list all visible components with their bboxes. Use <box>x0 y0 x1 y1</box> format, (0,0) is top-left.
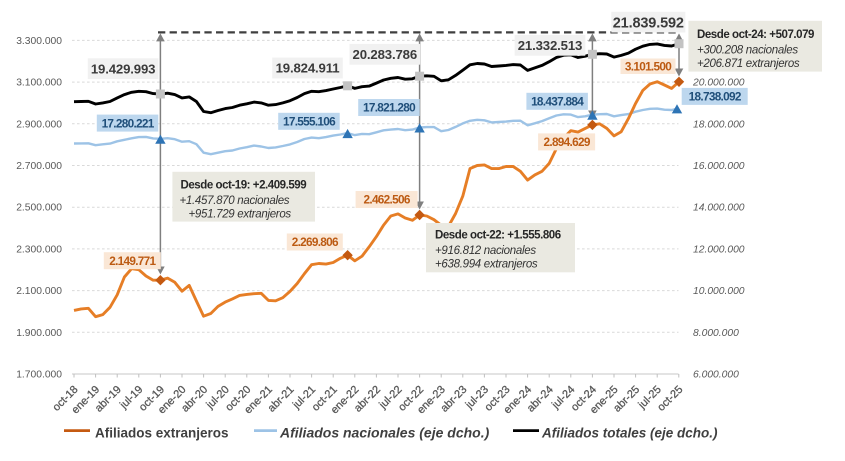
svg-text:17.280.221: 17.280.221 <box>102 116 155 130</box>
svg-text:3.101.500: 3.101.500 <box>625 60 672 74</box>
svg-text:21.839.592: 21.839.592 <box>613 15 684 31</box>
svg-text:1.900.000: 1.900.000 <box>16 328 62 339</box>
svg-text:+638.994 extranjeros: +638.994 extranjeros <box>435 259 538 271</box>
svg-text:20.000.000: 20.000.000 <box>692 78 745 89</box>
svg-text:+951.729 extranjeros: +951.729 extranjeros <box>189 209 292 221</box>
svg-text:14.000.000: 14.000.000 <box>693 203 745 214</box>
svg-text:17.555.106: 17.555.106 <box>283 115 336 129</box>
svg-text:6.000.000: 6.000.000 <box>693 370 739 381</box>
svg-text:18.000.000: 18.000.000 <box>693 119 745 130</box>
svg-text:21.332.513: 21.332.513 <box>518 38 583 53</box>
svg-text:19.429.993: 19.429.993 <box>91 61 156 76</box>
svg-text:8.000.000: 8.000.000 <box>693 328 739 339</box>
svg-text:Desde oct-22: +1.555.806: Desde oct-22: +1.555.806 <box>435 229 561 241</box>
svg-text:2.700.000: 2.700.000 <box>16 161 62 172</box>
svg-text:2.100.000: 2.100.000 <box>16 286 62 297</box>
svg-text:10.000.000: 10.000.000 <box>693 286 745 297</box>
svg-text:+300.208 nacionales: +300.208 nacionales <box>697 45 798 57</box>
svg-text:12.000.000: 12.000.000 <box>693 244 745 255</box>
svg-text:2.300.000: 2.300.000 <box>16 244 62 255</box>
svg-text:2.894.629: 2.894.629 <box>544 135 591 149</box>
svg-text:Afiliados nacionales (eje dcho: Afiliados nacionales (eje dcho.) <box>279 425 490 441</box>
svg-text:Desde oct-19: +2.409.599: Desde oct-19: +2.409.599 <box>181 180 307 192</box>
svg-text:1.700.000: 1.700.000 <box>16 370 62 381</box>
svg-text:2.269.806: 2.269.806 <box>292 235 339 249</box>
svg-text:16.000.000: 16.000.000 <box>693 161 745 172</box>
svg-text:3.300.000: 3.300.000 <box>16 36 62 47</box>
svg-text:Afiliados totales (eje dcho.): Afiliados totales (eje dcho.) <box>541 426 718 441</box>
svg-text:2.149.771: 2.149.771 <box>109 254 156 268</box>
svg-text:Desde oct-24: +507.079: Desde oct-24: +507.079 <box>697 29 814 41</box>
svg-text:2.500.000: 2.500.000 <box>16 203 62 214</box>
svg-text:+206.871 extranjeros: +206.871 extranjeros <box>697 58 800 70</box>
svg-text:3.100.000: 3.100.000 <box>16 78 62 89</box>
svg-text:18.738.092: 18.738.092 <box>689 90 742 104</box>
svg-text:19.824.911: 19.824.911 <box>276 61 340 76</box>
svg-text:2.462.506: 2.462.506 <box>364 193 411 207</box>
svg-text:Afiliados extranjeros: Afiliados extranjeros <box>95 426 229 441</box>
svg-text:2.900.000: 2.900.000 <box>16 119 62 130</box>
svg-text:18.437.884: 18.437.884 <box>531 95 584 109</box>
svg-text:+1.457.870 nacionales: +1.457.870 nacionales <box>180 195 290 207</box>
svg-text:17.821.280: 17.821.280 <box>363 101 416 115</box>
svg-text:+916.812 nacionales: +916.812 nacionales <box>435 245 536 257</box>
svg-text:20.283.786: 20.283.786 <box>353 47 418 62</box>
